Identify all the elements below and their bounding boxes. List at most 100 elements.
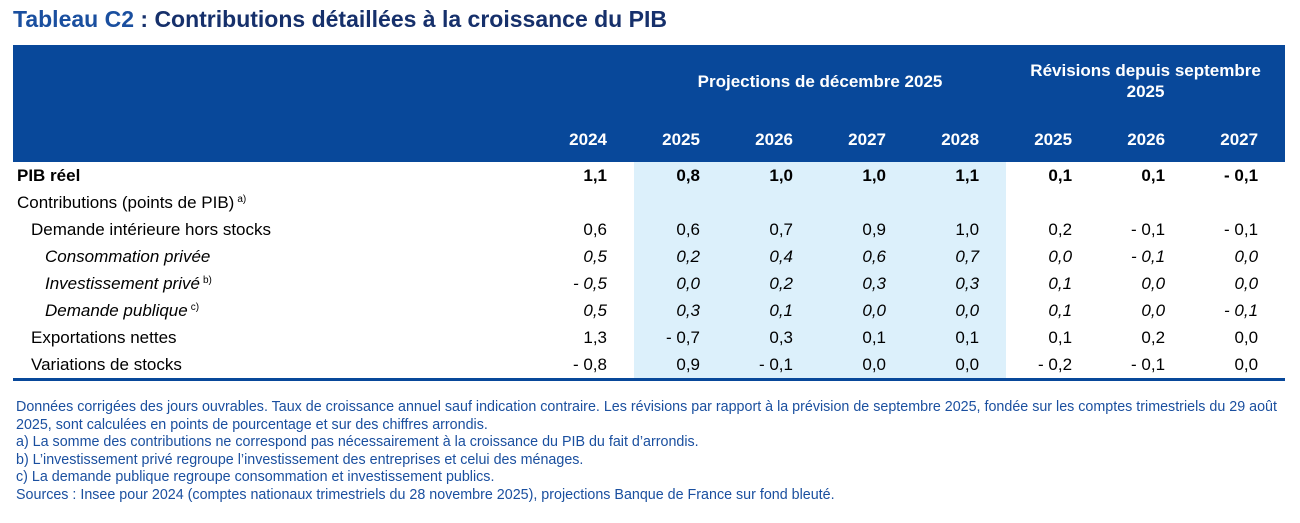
value-cell: 0,8 — [634, 162, 727, 189]
value-cell: 0,6 — [820, 243, 913, 270]
value-cell: 0,2 — [1141, 327, 1166, 347]
value-cell: 0,0 — [1141, 300, 1166, 320]
value-cell: 0,2 — [634, 243, 727, 270]
value-cell: 0,7 — [913, 243, 1007, 270]
value-cell — [913, 189, 1007, 216]
value-cell: 0,1 — [1141, 165, 1166, 185]
value-cell — [1006, 189, 1099, 216]
table-row: Investissement privé b) - 0,5 0,0 0,2 0,3 0,3 0… — [13, 270, 1285, 297]
footnote-line: c) La demande publique regroupe consomma… — [16, 469, 495, 485]
row-label: Consommation privée — [13, 243, 541, 270]
value-cell: 0,1 — [1048, 300, 1073, 320]
value-cell: - 0,5 — [572, 273, 607, 293]
value-cell: 0,0 — [1192, 351, 1286, 381]
year-header: 2026 — [727, 117, 820, 162]
value-cell: - 0,1 — [1131, 219, 1166, 239]
value-cell — [541, 189, 634, 216]
value-cell: - 0,1 — [1099, 351, 1193, 381]
row-label-text: Variations de stocks — [31, 354, 182, 374]
row-label-text: Consommation privée — [45, 246, 211, 266]
value-cell: 0,0 — [913, 297, 1007, 324]
value-cell: 0,3 — [634, 297, 727, 324]
table-row: Demande publique c) 0,5 0,3 0,1 0,0 0,0 0,1 0,0-… — [13, 297, 1285, 324]
value-cell: 0,9 — [634, 351, 727, 381]
value-cell — [1099, 189, 1192, 216]
year-header: 2024 — [541, 117, 634, 162]
table-title: Tableau C2 : Contributions détaillées à … — [13, 6, 667, 33]
header-projections: Projections de décembre 2025 — [634, 45, 1007, 117]
row-label-text: Investissement privé — [45, 273, 200, 293]
value-cell: 1,1 — [583, 165, 607, 185]
row-label-text: Contributions (points de PIB) — [17, 192, 235, 212]
footnote-ref: b) — [202, 274, 212, 286]
value-cell: 1,0 — [820, 162, 913, 189]
value-cell: 0,6 — [583, 219, 607, 239]
row-label: Variations de stocks — [13, 351, 541, 381]
contributions-table: Projections de décembre 2025 Révisions d… — [13, 45, 1286, 381]
table-row: PIB réel 1,1 0,8 1,0 1,0 1,1 0,1 0,1- 0,1 — [13, 162, 1285, 189]
value-cell — [634, 189, 727, 216]
year-header: 2025 — [1006, 117, 1100, 162]
header-label-blank — [13, 117, 541, 162]
value-cell: 0,1 — [727, 297, 820, 324]
year-header: 2025 — [634, 117, 727, 162]
value-cell: 0,3 — [913, 270, 1007, 297]
value-cell: 0,9 — [820, 216, 913, 243]
row-label-text: Exportations nettes — [31, 327, 177, 347]
footnotes: Données corrigées des jours ouvrables. T… — [16, 399, 1286, 504]
value-cell: 0,0 — [820, 297, 913, 324]
value-cell: 0,1 — [913, 324, 1007, 351]
table-row: Contributions (points de PIB) a) — [13, 189, 1285, 216]
value-cell: 0,4 — [727, 243, 820, 270]
value-cell — [727, 189, 820, 216]
value-cell: - 0,1 — [1224, 300, 1259, 320]
year-header: 2026 — [1099, 117, 1193, 162]
value-cell: 1,0 — [913, 216, 1007, 243]
value-cell: 0,3 — [727, 324, 820, 351]
footnote-line: b) L’investissement privé regroupe l’inv… — [16, 451, 584, 468]
year-header: 2027 — [1192, 117, 1286, 162]
value-cell: - 0,2 — [1006, 351, 1100, 381]
table-row: Demande intérieure hors stocks 0,6 0,6 0,7 0… — [13, 216, 1285, 243]
row-label-text: Demande intérieure hors stocks — [31, 219, 272, 239]
value-cell: 0,0 — [634, 270, 727, 297]
value-cell: 0,1 — [1048, 273, 1073, 293]
table-row: Variations de stocks - 0,8 0,9- 0,1 0,0 0,0-… — [13, 351, 1286, 381]
footnote-line: a) La somme des contributions ne corresp… — [16, 434, 699, 450]
value-cell: 0,3 — [820, 270, 913, 297]
value-cell: 0,2 — [1048, 219, 1073, 239]
footnote-line: Données corrigées des jours ouvrables. T… — [16, 399, 1277, 433]
value-cell — [820, 189, 913, 216]
value-cell: 0,0 — [1234, 246, 1259, 266]
header-revisions: Révisions depuis septembre 2025 — [1006, 45, 1286, 117]
value-cell: 0,2 — [727, 270, 820, 297]
value-cell: 1,0 — [727, 162, 820, 189]
value-cell: - 0,1 — [1224, 165, 1259, 185]
value-cell: 0,1 — [1048, 165, 1073, 185]
value-cell: 0,5 — [583, 300, 607, 320]
value-cell: 1,3 — [583, 327, 607, 347]
table-row: Consommation privée 0,5 0,2 0,4 0,6 0,7 0,0 - 0… — [13, 243, 1285, 270]
row-label-text: Demande publique — [45, 300, 188, 320]
value-cell: 0,0 — [1234, 327, 1259, 347]
value-cell — [1192, 189, 1285, 216]
row-label: Investissement privé b) — [13, 270, 541, 297]
value-cell: 0,1 — [820, 324, 913, 351]
value-cell: - 0,7 — [634, 324, 727, 351]
value-cell: - 0,1 — [727, 351, 820, 381]
row-label: Exportations nettes — [13, 324, 541, 351]
value-cell: 0,0 — [913, 351, 1007, 381]
footnote-ref: c) — [190, 301, 200, 313]
header-blank-2024 — [541, 45, 634, 117]
footnote-line: Sources : Insee pour 2024 (comptes natio… — [16, 486, 835, 503]
value-cell: 0,0 — [820, 351, 913, 381]
value-cell: 0,7 — [727, 216, 820, 243]
year-header: 2028 — [913, 117, 1007, 162]
value-cell: 0,5 — [583, 246, 607, 266]
footnote-ref: a) — [237, 193, 247, 205]
value-cell: 0,6 — [634, 216, 727, 243]
header-blank — [13, 45, 541, 117]
value-cell: 0,0 — [1048, 246, 1073, 266]
value-cell: 0,1 — [1048, 327, 1073, 347]
year-header: 2027 — [820, 117, 913, 162]
